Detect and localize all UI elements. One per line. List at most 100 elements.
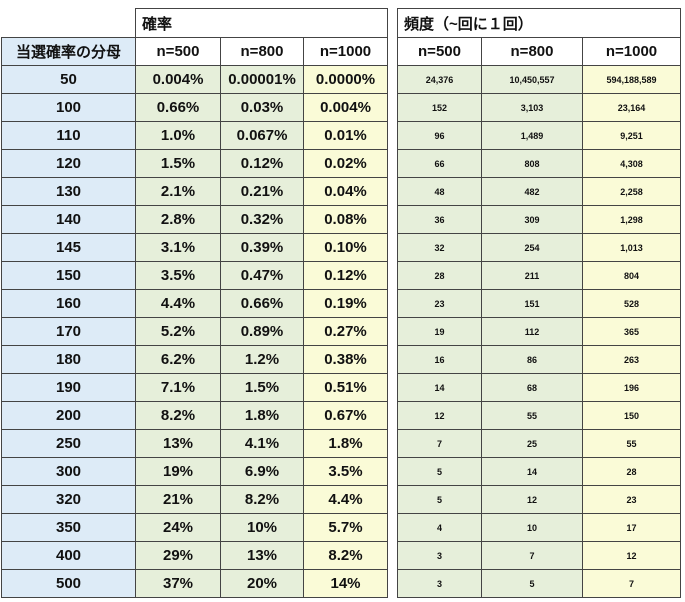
frequency-cell: 150 xyxy=(582,401,681,430)
frequency-cell: 7 xyxy=(481,541,583,570)
frequency-cell: 19 xyxy=(397,317,482,346)
probability-cell: 0.067% xyxy=(220,121,304,150)
probability-cell: 5.2% xyxy=(135,317,221,346)
frequency-cell: 365 xyxy=(582,317,681,346)
frequency-cell: 12 xyxy=(582,541,681,570)
probability-cell: 1.2% xyxy=(220,345,304,374)
probability-cell: 0.03% xyxy=(220,93,304,122)
probability-cell: 0.27% xyxy=(303,317,388,346)
denominator-cell: 145 xyxy=(1,233,136,262)
frequency-cell: 7 xyxy=(582,569,681,598)
frequency-cell: 96 xyxy=(397,121,482,150)
frequency-cell: 808 xyxy=(481,149,583,178)
frequency-cell: 3,103 xyxy=(481,93,583,122)
frequency-cell: 14 xyxy=(397,373,482,402)
frequency-cell: 594,188,589 xyxy=(582,65,681,94)
probability-cell: 3.1% xyxy=(135,233,221,262)
probability-cell: 8.2% xyxy=(303,541,388,570)
frequency-cell: 112 xyxy=(481,317,583,346)
frequency-cell: 12 xyxy=(397,401,482,430)
probability-cell: 0.32% xyxy=(220,205,304,234)
probability-cell: 4.1% xyxy=(220,429,304,458)
probability-cell: 21% xyxy=(135,485,221,514)
probability-cell: 37% xyxy=(135,569,221,598)
frequency-cell: 9,251 xyxy=(582,121,681,150)
frequency-cell: 66 xyxy=(397,149,482,178)
denominator-cell: 180 xyxy=(1,345,136,374)
frequency-cell: 152 xyxy=(397,93,482,122)
frequency-cell: 68 xyxy=(481,373,583,402)
probability-cell: 10% xyxy=(220,513,304,542)
probability-cell: 0.21% xyxy=(220,177,304,206)
probability-cell: 1.5% xyxy=(135,149,221,178)
denominator-cell: 200 xyxy=(1,401,136,430)
frequency-cell: 196 xyxy=(582,373,681,402)
frequency-cell: 5 xyxy=(397,485,482,514)
prob-column-header: n=800 xyxy=(220,37,304,66)
frequency-cell: 5 xyxy=(397,457,482,486)
frequency-cell: 23 xyxy=(582,485,681,514)
probability-cell: 1.8% xyxy=(303,429,388,458)
freq-title: 頻度（~回に１回） xyxy=(397,8,681,38)
denominator-cell: 400 xyxy=(1,541,136,570)
probability-cell: 0.004% xyxy=(303,93,388,122)
probability-cell: 2.8% xyxy=(135,205,221,234)
probability-cell: 0.39% xyxy=(220,233,304,262)
frequency-cell: 25 xyxy=(481,429,583,458)
freq-column-header: n=1000 xyxy=(582,37,681,66)
probability-cell: 0.02% xyxy=(303,149,388,178)
freq-column-header: n=500 xyxy=(397,37,482,66)
frequency-cell: 4 xyxy=(397,513,482,542)
frequency-cell: 24,376 xyxy=(397,65,482,94)
probability-cell: 13% xyxy=(135,429,221,458)
probability-cell: 5.7% xyxy=(303,513,388,542)
frequency-cell: 10 xyxy=(481,513,583,542)
probability-cell: 0.38% xyxy=(303,345,388,374)
prob-column-header: n=1000 xyxy=(303,37,388,66)
frequency-cell: 86 xyxy=(481,345,583,374)
frequency-cell: 5 xyxy=(481,569,583,598)
probability-cell: 29% xyxy=(135,541,221,570)
probability-cell: 0.12% xyxy=(220,149,304,178)
denominator-cell: 190 xyxy=(1,373,136,402)
prob-title: 確率 xyxy=(135,8,388,38)
probability-cell: 2.1% xyxy=(135,177,221,206)
probability-cell: 14% xyxy=(303,569,388,598)
frequency-cell: 14 xyxy=(481,457,583,486)
frequency-cell: 7 xyxy=(397,429,482,458)
frequency-cell: 1,013 xyxy=(582,233,681,262)
probability-cell: 0.19% xyxy=(303,289,388,318)
denominator-cell: 250 xyxy=(1,429,136,458)
denominator-cell: 160 xyxy=(1,289,136,318)
frequency-cell: 211 xyxy=(481,261,583,290)
probability-cell: 0.0000% xyxy=(303,65,388,94)
frequency-cell: 2,258 xyxy=(582,177,681,206)
probability-cell: 0.67% xyxy=(303,401,388,430)
probability-cell: 0.004% xyxy=(135,65,221,94)
frequency-cell: 55 xyxy=(481,401,583,430)
probability-cell: 0.10% xyxy=(303,233,388,262)
frequency-cell: 3 xyxy=(397,541,482,570)
probability-cell: 0.66% xyxy=(220,289,304,318)
frequency-cell: 254 xyxy=(481,233,583,262)
frequency-cell: 482 xyxy=(481,177,583,206)
frequency-cell: 10,450,557 xyxy=(481,65,583,94)
frequency-cell: 804 xyxy=(582,261,681,290)
denominator-cell: 320 xyxy=(1,485,136,514)
prob-column-header: n=500 xyxy=(135,37,221,66)
frequency-cell: 16 xyxy=(397,345,482,374)
probability-cell: 8.2% xyxy=(135,401,221,430)
frequency-cell: 55 xyxy=(582,429,681,458)
probability-cell: 1.8% xyxy=(220,401,304,430)
probability-cell: 3.5% xyxy=(135,261,221,290)
probability-cell: 0.00001% xyxy=(220,65,304,94)
probability-cell: 4.4% xyxy=(135,289,221,318)
frequency-cell: 309 xyxy=(481,205,583,234)
frequency-cell: 32 xyxy=(397,233,482,262)
denominator-cell: 350 xyxy=(1,513,136,542)
probability-cell: 19% xyxy=(135,457,221,486)
frequency-cell: 17 xyxy=(582,513,681,542)
frequency-cell: 3 xyxy=(397,569,482,598)
frequency-cell: 28 xyxy=(582,457,681,486)
